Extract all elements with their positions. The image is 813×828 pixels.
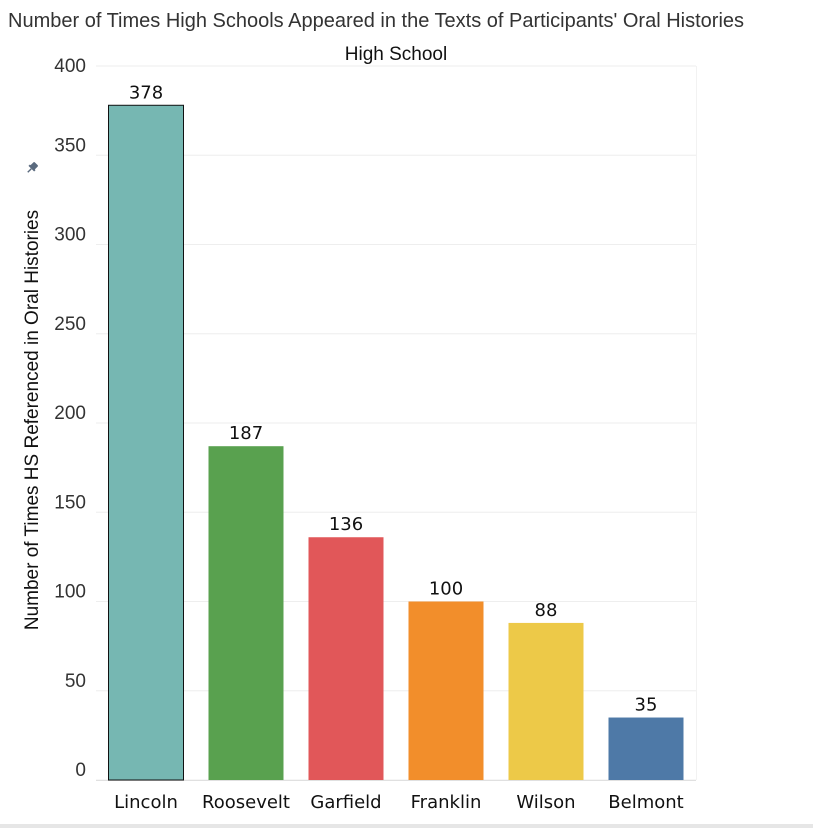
x-category-label: Belmont [608,792,683,813]
bar-roosevelt[interactable] [208,446,284,780]
x-axis-categories: Lincoln Roosevelt Garfield Franklin Wilson Be… [114,792,684,813]
pin-icon[interactable] [25,161,39,175]
gridlines [96,65,697,781]
y-tick-label: 0 [75,760,86,781]
x-category-label: Roosevelt [202,792,290,813]
data-label-wilson: 88 [535,600,558,621]
data-label-lincoln: 378 [129,82,163,103]
bar-wilson[interactable] [508,622,584,780]
y-tick-label: 250 [54,314,86,335]
bar-garfield[interactable] [308,537,384,780]
x-category-label: Franklin [411,792,482,813]
y-axis-ticks: 0 50 100 150 200 250 300 350 400 [54,56,86,781]
y-tick-label: 300 [54,225,86,246]
x-category-label: Wilson [516,792,575,813]
bar-franklin[interactable] [408,601,484,781]
data-label-belmont: 35 [635,695,658,716]
x-axis-header: High School [344,44,448,65]
x-category-label: Lincoln [114,792,178,813]
y-tick-label: 350 [54,135,86,156]
y-tick-label: 50 [65,671,86,692]
bottom-divider [0,824,813,828]
data-label-roosevelt: 187 [229,423,263,444]
chart-title: Number of Times High Schools Appeared in… [8,10,745,32]
y-tick-label: 400 [54,56,86,77]
data-labels: 378 187 136 100 88 35 [129,82,658,715]
data-label-garfield: 136 [329,514,363,535]
bars [108,104,684,781]
bar-belmont[interactable] [608,717,684,780]
data-label-franklin: 100 [429,579,463,600]
y-tick-label: 200 [54,403,86,424]
bar-lincoln[interactable] [108,104,184,781]
y-tick-label: 100 [54,582,86,603]
y-tick-label: 150 [54,492,86,513]
x-category-label: Garfield [310,792,381,813]
